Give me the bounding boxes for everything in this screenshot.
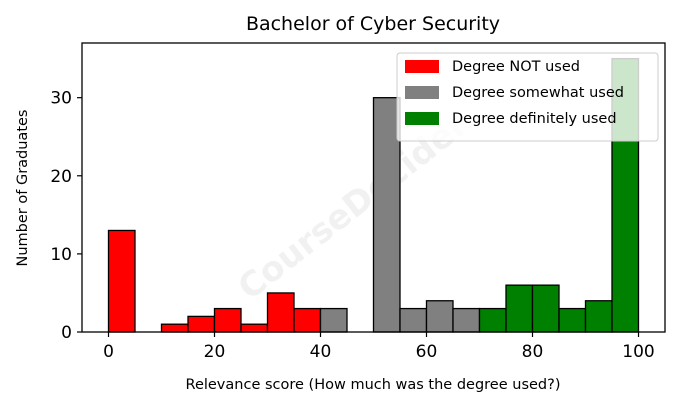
plot-frame — [81, 42, 666, 333]
bars-layer — [107, 57, 640, 333]
x-axis-label: Relevance score (How much was the degree… — [186, 377, 561, 393]
x-tick-label-40: 40 — [310, 342, 332, 362]
bar-series-0-x-0 — [107, 229, 136, 333]
legend-label-2: Degree definitely used — [452, 111, 617, 127]
bar-series-2-x-70 — [478, 307, 507, 333]
y-axis-label: Number of Graduates — [15, 110, 31, 267]
y-tick-label-10: 10 — [50, 245, 72, 265]
x-tick-label-60: 60 — [416, 342, 438, 362]
ticks-layer: 0 20 40 60 80 100 0 10 20 30 — [50, 89, 654, 362]
bar-series-1-x-60 — [425, 300, 454, 333]
bar-series-2-x-90 — [584, 300, 613, 333]
y-tick-label-30: 30 — [50, 89, 72, 109]
legend-swatch-0 — [405, 60, 439, 73]
bar-series-1-x-55 — [399, 307, 428, 333]
bar-series-1-x-50 — [372, 97, 401, 333]
bar-series-0-x-15 — [187, 315, 216, 333]
bar-series-0-x-20 — [213, 307, 242, 333]
legend-label-0: Degree NOT used — [452, 59, 580, 75]
bar-series-2-x-80 — [531, 284, 560, 333]
bar-series-0-x-25 — [240, 323, 269, 333]
bar-series-0-x-10 — [160, 323, 189, 333]
chart-title: Bachelor of Cyber Security — [246, 13, 500, 35]
y-tick-label-20: 20 — [50, 167, 72, 187]
bar-series-1-x-40 — [319, 307, 348, 333]
x-tick-label-0: 0 — [103, 342, 114, 362]
legend-box — [396, 52, 659, 142]
legend-label-1: Degree somewhat used — [452, 85, 624, 101]
y-tick-label-0: 0 — [61, 323, 72, 343]
bar-series-0-x-35 — [293, 307, 322, 333]
x-tick-label-100: 100 — [622, 342, 654, 362]
bar-series-1-x-65 — [452, 307, 481, 333]
x-tick-label-80: 80 — [522, 342, 544, 362]
bar-series-2-x-75 — [505, 284, 534, 333]
x-tick-label-20: 20 — [204, 342, 226, 362]
legend: Degree NOT used Degree somewhat used Degre… — [396, 52, 659, 142]
legend-swatch-1 — [405, 86, 439, 99]
bar-series-2-x-85 — [558, 307, 587, 333]
bar-series-0-x-30 — [266, 292, 295, 333]
legend-swatch-2 — [405, 112, 439, 125]
